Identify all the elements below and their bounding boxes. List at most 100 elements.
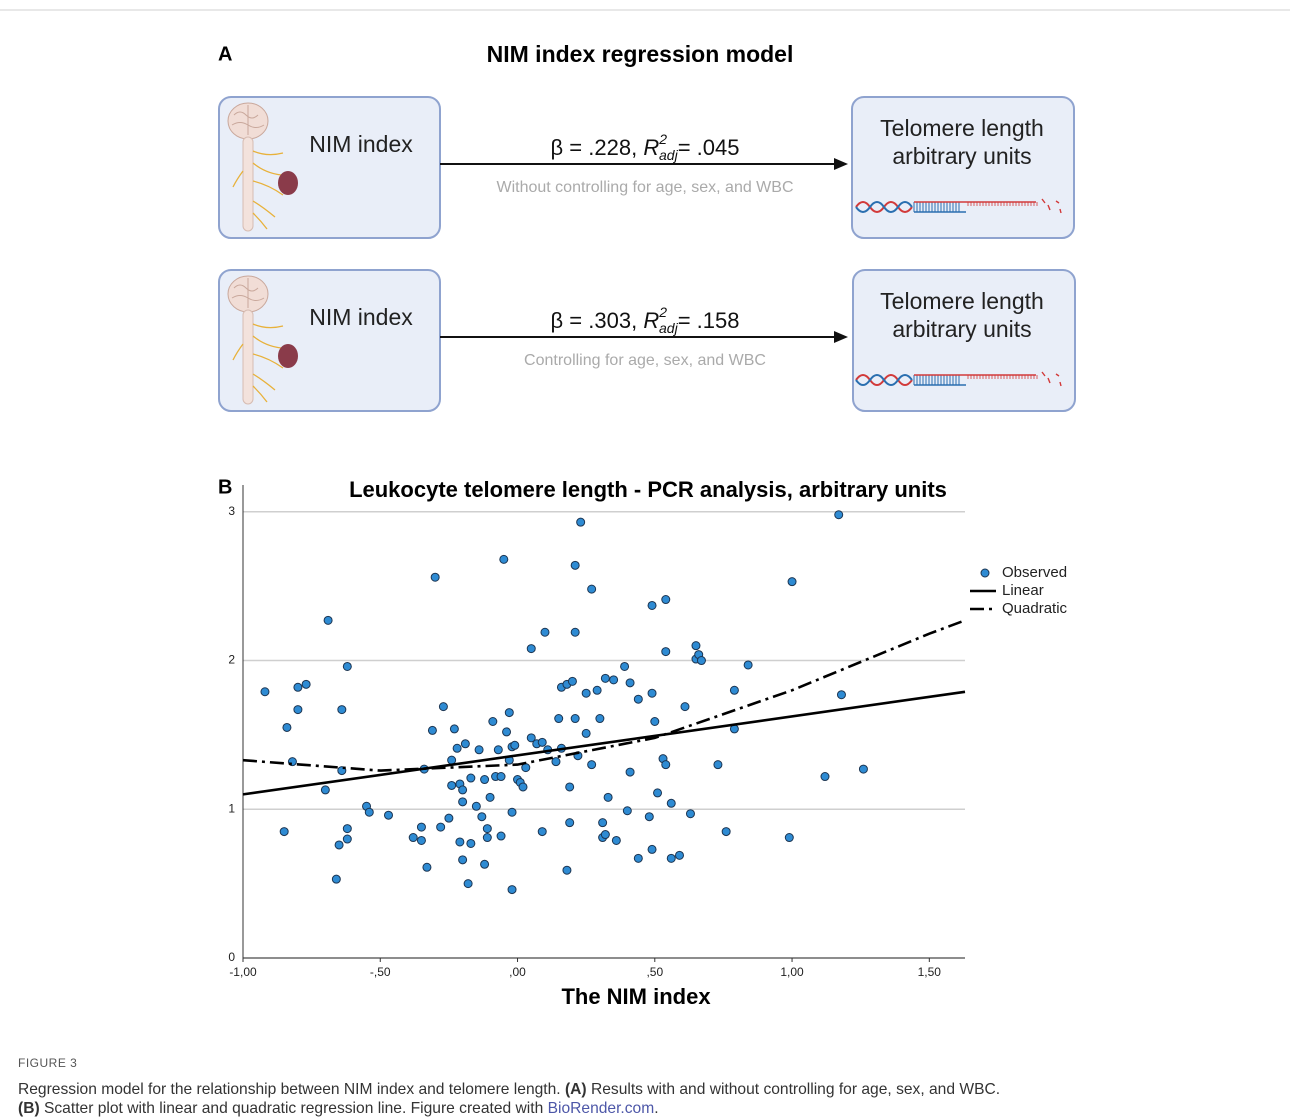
caption-label: FIGURE 3: [18, 1056, 77, 1070]
data-point: [600, 673, 610, 683]
telomere-icon: [855, 371, 1062, 387]
x-tick-label: -,50: [370, 965, 391, 979]
data-point: [540, 627, 550, 637]
data-point: [416, 835, 426, 845]
brain-folds: [231, 278, 265, 308]
caption-line: Regression model for the relationship be…: [18, 1081, 1000, 1098]
data-point: [611, 835, 621, 845]
data-point: [834, 510, 844, 520]
caption-text: .: [654, 1100, 658, 1117]
source-box: [218, 96, 441, 239]
data-point: [633, 694, 643, 704]
data-point: [458, 785, 468, 795]
data-point: [650, 717, 660, 726]
data-point: [576, 517, 586, 527]
equation-sup: 2: [658, 304, 667, 320]
nerves: [232, 150, 284, 230]
data-point: [416, 822, 426, 832]
telomere-fragments: [1041, 371, 1062, 387]
equation-symbol: R: [643, 308, 659, 333]
telomere-fragments: [1041, 198, 1062, 214]
data-point: [562, 865, 572, 875]
data-point: [323, 615, 333, 625]
data-point: [661, 760, 671, 770]
data-point: [480, 859, 490, 869]
data-point: [334, 840, 344, 850]
data-point: [471, 801, 481, 811]
data-point: [836, 690, 846, 700]
data-point: [496, 831, 506, 841]
legend-label: Quadratic: [1002, 600, 1068, 617]
dna-strand: [855, 374, 913, 386]
data-point: [488, 717, 498, 726]
data-point: [729, 685, 739, 695]
data-point: [279, 827, 289, 837]
data-point: [447, 780, 457, 790]
data-point: [743, 660, 753, 670]
model-note: Without controlling for age, sex, and WB…: [496, 179, 793, 196]
data-point: [260, 687, 270, 697]
data-point: [444, 813, 454, 823]
data-point: [449, 724, 459, 734]
caption-text: Scatter plot with linear and quadratic r…: [40, 1100, 548, 1117]
target-label: arbitrary units: [892, 316, 1031, 342]
data-point: [587, 760, 597, 770]
caption-line: (B) Scatter plot with linear and quadrat…: [18, 1100, 659, 1117]
data-point: [480, 775, 490, 785]
data-point: [551, 757, 561, 767]
caption-text: (B): [18, 1100, 40, 1117]
panel-title: NIM index regression model: [487, 41, 794, 67]
data-point: [447, 755, 457, 765]
data-point: [598, 818, 608, 828]
data-point: [647, 688, 657, 698]
source-box: [218, 269, 441, 412]
data-point: [696, 656, 706, 666]
caption-link[interactable]: BioRender.com: [548, 1100, 655, 1117]
equation-sub: adj: [659, 320, 679, 336]
data-point: [526, 644, 536, 654]
kidney: [278, 171, 298, 195]
telomere-icon: [855, 198, 1062, 214]
data-point: [510, 740, 520, 750]
equation-tail: = .158: [678, 308, 740, 333]
data-point: [383, 810, 393, 820]
data-point: [713, 760, 723, 770]
equation-lead: β = .303,: [551, 308, 644, 333]
data-point: [625, 767, 635, 777]
data-point: [482, 833, 492, 843]
data-point: [342, 824, 352, 834]
data-point: [587, 584, 597, 594]
data-point: [633, 853, 643, 863]
caption-text: Results with and without controlling for…: [587, 1081, 1000, 1098]
data-point: [674, 850, 684, 860]
target-label: arbitrary units: [892, 143, 1031, 169]
data-point: [466, 773, 476, 783]
data-point: [408, 833, 418, 843]
data-point: [570, 714, 580, 724]
data-point: [337, 705, 347, 715]
data-point: [293, 682, 303, 692]
dna-strand: [855, 201, 913, 213]
chart-title: Leukocyte telomere length - PCR analysis…: [349, 477, 947, 502]
data-point: [653, 788, 663, 798]
panel-label: A: [218, 43, 232, 65]
data-point: [570, 627, 580, 637]
data-point: [666, 853, 676, 863]
data-point: [609, 675, 619, 685]
data-point: [422, 862, 432, 872]
data-point: [282, 722, 292, 732]
data-point: [685, 809, 695, 819]
data-point: [493, 745, 503, 755]
data-point: [301, 679, 311, 689]
data-point: [666, 798, 676, 808]
data-point: [427, 725, 437, 735]
fit-line: [242, 690, 966, 796]
spine: [242, 309, 254, 405]
x-tick-label: 1,00: [780, 965, 804, 979]
data-point: [858, 764, 868, 774]
data-point: [592, 685, 602, 695]
caption-text: (A): [565, 1081, 587, 1098]
data-point: [455, 837, 465, 847]
data-point: [537, 737, 547, 747]
